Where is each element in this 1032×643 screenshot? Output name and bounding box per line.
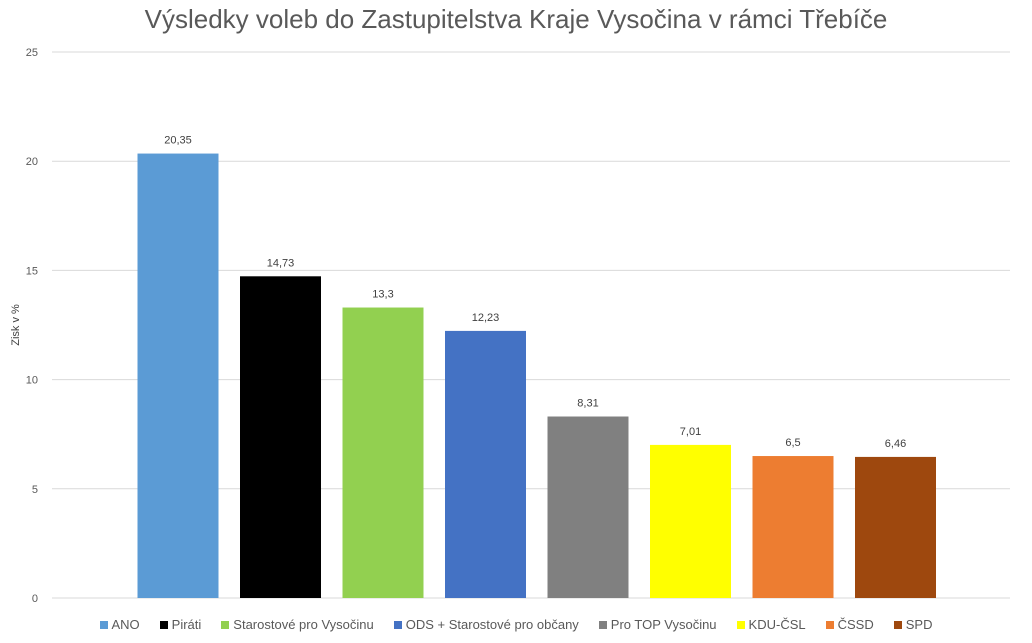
legend: ANO Piráti Starostové pro Vysočinu ODS + St…: [0, 617, 1032, 632]
legend-swatch: [825, 620, 834, 629]
data-label: 6,5: [785, 437, 800, 449]
data-label: 13,3: [372, 289, 393, 301]
data-label: 20,35: [164, 135, 192, 147]
bar: [137, 153, 219, 598]
y-tick-label: 25: [26, 47, 38, 59]
data-label: 8,31: [577, 398, 598, 410]
legend-label: ČSSD: [837, 617, 874, 632]
legend-swatch: [736, 620, 745, 629]
legend-label: Piráti: [171, 617, 202, 632]
legend-item: Starostové pro Vysočinu: [221, 617, 374, 632]
legend-label: KDU-ČSL: [748, 617, 806, 632]
data-label: 12,23: [472, 312, 500, 324]
y-tick-label: 10: [26, 375, 38, 387]
y-tick-label: 5: [32, 484, 38, 496]
bar: [752, 456, 834, 598]
legend-swatch: [598, 620, 607, 629]
legend-label: ODS + Starostové pro občany: [405, 617, 579, 632]
legend-item: ČSSD: [825, 617, 874, 632]
legend-item: ANO: [99, 617, 140, 632]
legend-swatch: [221, 620, 230, 629]
legend-label: Starostové pro Vysočinu: [233, 617, 374, 632]
legend-item: ODS + Starostové pro občany: [393, 617, 579, 632]
legend-swatch: [893, 620, 902, 629]
data-labels: 20,35 14,73 13,3 12,23 8,31 7,01 6,5 6,46: [164, 135, 906, 450]
bar: [342, 307, 424, 598]
legend-item: KDU-ČSL: [736, 617, 806, 632]
chart-title: Výsledky voleb do Zastupitelstva Kraje V…: [144, 4, 888, 34]
bar: [547, 416, 629, 598]
y-axis-ticks: 0 5 10 15 20 25: [26, 47, 38, 605]
legend-label: Pro TOP Vysočinu: [610, 617, 717, 632]
bar: [650, 444, 731, 598]
legend-label: SPD: [905, 617, 933, 632]
bar-chart: 0 5 10 15 20 25 Zisk v % 20,35 14,73 13,3 12,23 8…: [10, 47, 1010, 605]
legend-swatch: [159, 620, 168, 629]
y-tick-label: 20: [26, 156, 38, 168]
legend-swatch: [99, 620, 108, 629]
bars: [137, 153, 936, 598]
bar: [240, 276, 321, 598]
legend-label: ANO: [111, 617, 140, 632]
y-tick-label: 0: [32, 593, 38, 605]
data-label: 6,46: [885, 438, 906, 450]
y-axis-label: Zisk v %: [10, 304, 22, 346]
legend-item: Pro TOP Vysočinu: [598, 617, 717, 632]
legend-item: SPD: [893, 617, 933, 632]
y-tick-label: 15: [26, 265, 38, 277]
data-label: 14,73: [267, 257, 295, 269]
bar: [855, 456, 936, 598]
legend-item: Piráti: [159, 617, 202, 632]
data-label: 7,01: [680, 426, 701, 438]
legend-swatch: [393, 620, 402, 629]
bar: [445, 330, 526, 598]
